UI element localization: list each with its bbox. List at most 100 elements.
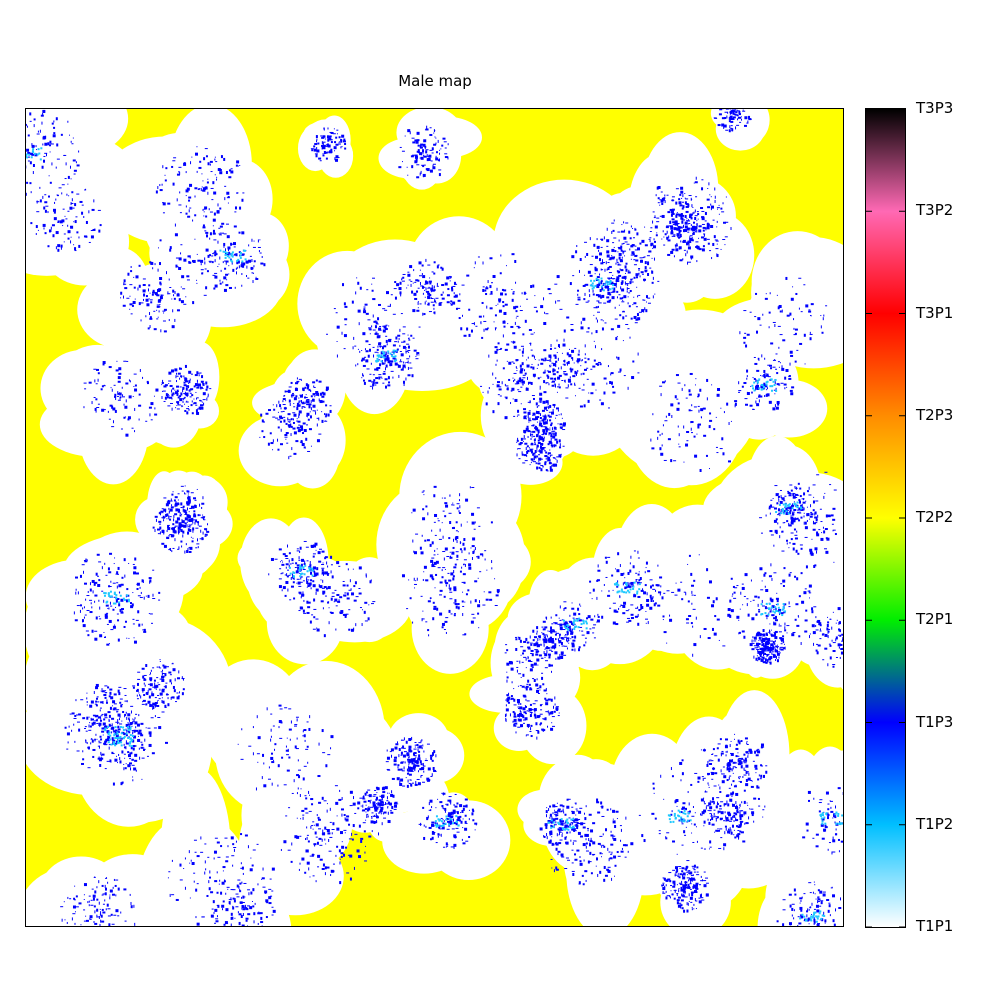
heatmap-cell-T1P3 <box>387 376 390 380</box>
heatmap-cell-T1P3 <box>606 808 609 811</box>
heatmap-cell-T1P3 <box>133 718 135 722</box>
heatmap-cell-T1P3 <box>392 357 396 360</box>
heatmap-cell-T1P3 <box>85 630 89 632</box>
heatmap-cell-T1P3 <box>558 414 560 416</box>
heatmap-cell-T1P3 <box>560 656 564 660</box>
heatmap-cell-T1P3 <box>796 349 799 351</box>
heatmap-cell-T1P3 <box>119 760 122 764</box>
heatmap-cell-T1P3 <box>770 499 773 501</box>
heatmap-cell-T1P3 <box>574 824 576 826</box>
heatmap-cell-T1P3 <box>387 384 391 387</box>
heatmap-cell-T1P3 <box>369 385 372 387</box>
heatmap-cell-T1P3 <box>444 147 447 149</box>
heatmap-cell-T1P3 <box>70 225 74 229</box>
heatmap-cell-T1P3 <box>114 409 117 413</box>
heatmap-cell-T1P3 <box>620 245 623 249</box>
heatmap-cell-T1P3 <box>277 764 280 768</box>
heatmap-cell-T1P3 <box>372 346 375 348</box>
heatmap-cell-T1P3 <box>671 208 675 211</box>
heatmap-cell-T1P3 <box>106 739 108 742</box>
heatmap-cell-T1P3 <box>384 358 387 362</box>
heatmap-cell-T1P3 <box>743 336 747 339</box>
heatmap-cell-T1P3 <box>832 518 836 521</box>
heatmap-cell-T1P3 <box>98 916 100 920</box>
heatmap-cell-T1P3 <box>318 398 320 402</box>
heatmap-cell-T1P3 <box>94 379 96 383</box>
heatmap-cell-T1P3 <box>739 331 741 335</box>
heatmap-cell-T1P3 <box>282 561 284 563</box>
heatmap-cell-T1P3 <box>799 906 803 910</box>
heatmap-cell-T1P3 <box>338 798 342 801</box>
heatmap-cell-T1P3 <box>125 433 129 437</box>
heatmap-cell-T1P3 <box>136 582 140 586</box>
heatmap-cell-T1P3 <box>558 834 560 836</box>
heatmap-cell-T1P3 <box>824 528 828 531</box>
heatmap-cell-T1P3 <box>691 906 693 908</box>
heatmap-cell-T1P3 <box>284 707 288 709</box>
heatmap-cell-T1P3 <box>353 336 355 340</box>
heatmap-cell-T1P3 <box>552 642 555 644</box>
heatmap-cell-T1P3 <box>550 616 552 619</box>
heatmap-cell-T1P3 <box>376 367 379 370</box>
heatmap-cell-T1P3 <box>101 727 105 730</box>
heatmap-cell-T1P3 <box>547 414 550 417</box>
heatmap-cell-T1P3 <box>249 868 253 872</box>
heatmap-cell-T1P3 <box>262 886 266 888</box>
heatmap-cell-T1P3 <box>198 525 202 527</box>
heatmap-cell-T1P3 <box>330 869 334 873</box>
heatmap-cell-T1P3 <box>558 633 561 636</box>
heatmap-cell-T1P3 <box>225 856 229 858</box>
heatmap-cell-T1P3 <box>98 756 100 759</box>
heatmap-cell-T1P3 <box>355 596 359 598</box>
heatmap-cell-T1P3 <box>693 903 695 906</box>
heatmap-cell-T1P3 <box>310 390 312 393</box>
heatmap-cell-T1P3 <box>318 801 322 804</box>
heatmap-cell-T1P3 <box>627 850 629 853</box>
heatmap-cell-T1P3 <box>134 388 138 392</box>
heatmap-cell-T1P3 <box>613 837 617 841</box>
heatmap-cell-T1P3 <box>296 578 300 580</box>
heatmap-cell-T1P3 <box>361 350 363 352</box>
heatmap-cell-T1P3 <box>800 572 803 575</box>
heatmap-cell-T1P3 <box>142 747 145 749</box>
heatmap-cell-T1P3 <box>540 709 543 711</box>
heatmap-cell-T1P3 <box>810 552 814 556</box>
heatmap-cell-T1P3 <box>244 834 248 837</box>
heatmap-cell-T1P3 <box>375 813 377 817</box>
heatmap-cell-T1P3 <box>161 517 164 519</box>
heatmap-cell-T1P3 <box>370 579 372 582</box>
heatmap-cell-T1P3 <box>127 416 131 420</box>
heatmap-cell-T1P3 <box>789 904 792 908</box>
heatmap-cell-T1P3 <box>416 139 420 142</box>
heatmap-cell-T1P3 <box>759 324 762 326</box>
heatmap-cell-T1P3 <box>316 567 319 571</box>
heatmap-cell-T1P1 <box>726 801 766 834</box>
heatmap-cell-T1P3 <box>300 788 302 790</box>
heatmap-cell-T1P3 <box>83 215 85 218</box>
heatmap-cell-T1P3 <box>605 261 607 265</box>
heatmap-cell-T1P3 <box>543 651 545 655</box>
heatmap-cell-T1P3 <box>441 284 445 287</box>
heatmap-cell-T1P3 <box>832 894 836 898</box>
heatmap-cell-T1P3 <box>679 873 682 876</box>
heatmap-cell-T1P3 <box>89 704 93 708</box>
heatmap-cell-T1P3 <box>550 434 553 438</box>
heatmap-cell-T1P3 <box>625 816 627 820</box>
heatmap-cell-T1P3 <box>688 802 690 806</box>
heatmap-cell-T1P3 <box>67 224 69 227</box>
heatmap-cell-T1P3 <box>83 406 85 409</box>
heatmap-cell-T1P3 <box>120 396 122 399</box>
heatmap-cell-T1P3 <box>584 870 588 873</box>
heatmap-cell-T1P3 <box>809 333 813 335</box>
heatmap-cell-T1P3 <box>75 576 79 579</box>
heatmap-cell-T1P3 <box>168 507 170 510</box>
heatmap-cell-T1P3 <box>399 350 402 352</box>
heatmap-cell-T1P3 <box>770 563 772 567</box>
heatmap-cell-T1P3 <box>340 610 344 614</box>
heatmap-cell-T1P3 <box>363 800 367 803</box>
heatmap-cell-T1P3 <box>109 404 113 407</box>
heatmap-cell-T1P3 <box>427 302 430 306</box>
heatmap-cell-T1P3 <box>619 314 622 317</box>
heatmap-cell-T1P3 <box>368 343 371 345</box>
heatmap-cell-T1P3 <box>566 637 570 640</box>
